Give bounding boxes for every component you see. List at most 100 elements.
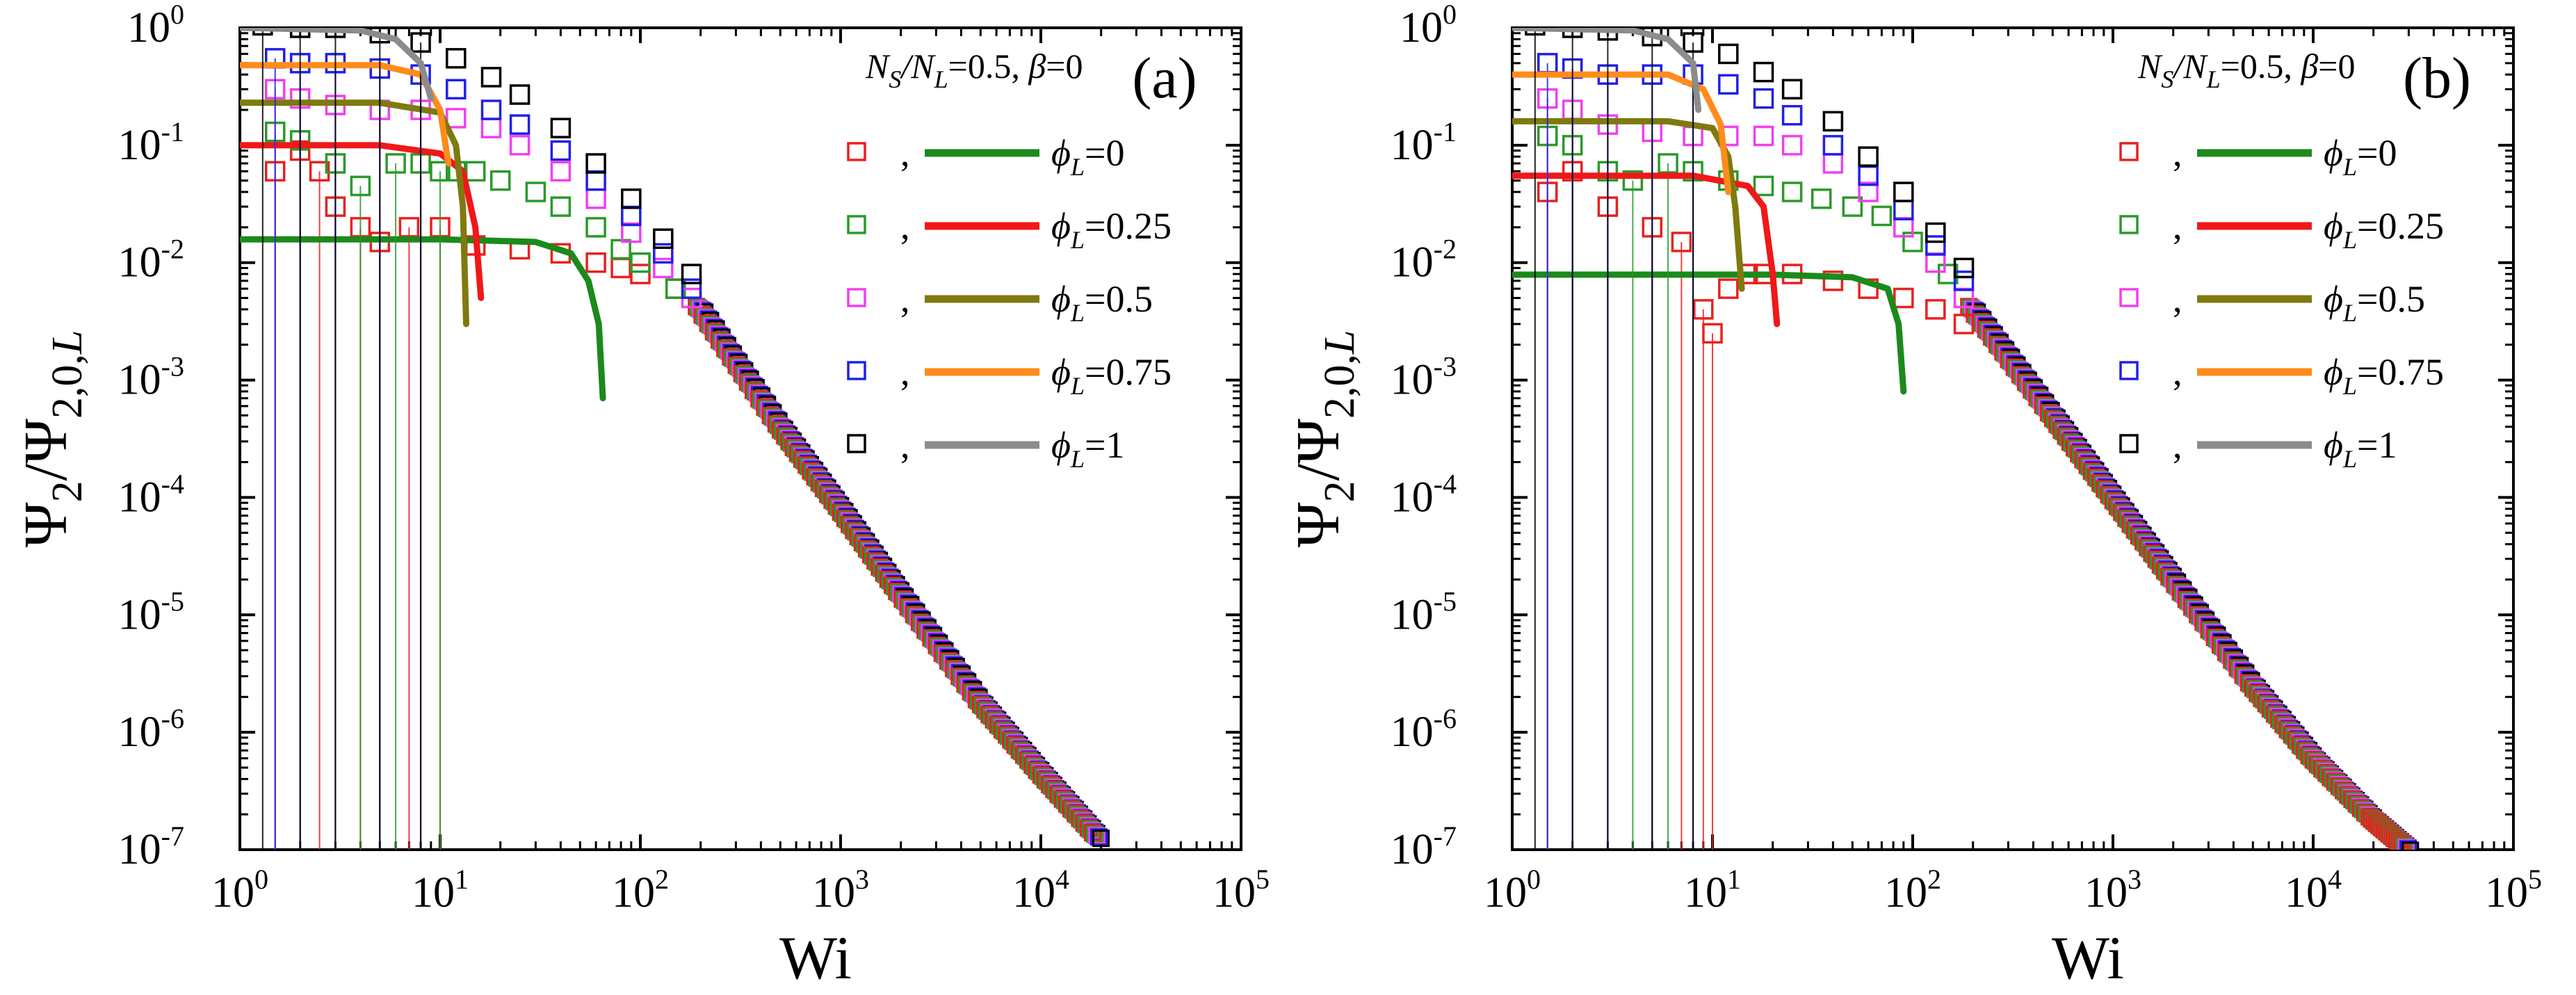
x-tick-label: 101	[1684, 864, 1741, 916]
legend-marker	[847, 288, 866, 307]
legend-label: ϕL=0.5	[2324, 278, 2425, 327]
data-point	[1753, 125, 1774, 147]
series-2	[1512, 88, 1975, 850]
plot-area	[240, 28, 1110, 850]
data-point	[550, 140, 572, 161]
data-point	[1525, 28, 1546, 36]
data-point	[630, 252, 651, 273]
x-tick-label: 104	[2285, 864, 2342, 916]
legend: , ϕL=0, ϕL=0.25, ϕL=0.5, ϕL=0.75, ϕL=1	[847, 132, 1172, 473]
collapse-marker	[2401, 841, 2420, 850]
data-point	[1858, 146, 1879, 167]
y-tick-label: 10-3	[118, 351, 184, 404]
plot-frame	[1511, 26, 2515, 851]
data-point	[1871, 205, 1893, 227]
y-axis-title: Ψ2/Ψ2,0,L	[13, 330, 91, 548]
collapse-marker	[2395, 837, 2413, 850]
legend-comma: ,	[2173, 351, 2182, 393]
data-point	[1718, 43, 1739, 65]
data-point	[480, 99, 502, 120]
data-point	[1925, 252, 1946, 273]
data-point	[1893, 287, 1914, 309]
data-point	[1622, 170, 1644, 191]
panel-label: (b)	[2403, 46, 2471, 111]
data-point	[1658, 153, 1678, 174]
data-point	[446, 108, 467, 129]
data-point	[550, 161, 572, 182]
y-tick-label: 10-5	[1391, 585, 1457, 638]
data-point	[1718, 74, 1739, 95]
series-4	[240, 28, 702, 850]
data-point	[1822, 135, 1844, 156]
data-point	[1562, 28, 1583, 38]
y-tick-label: 10-2	[118, 234, 184, 286]
data-point	[621, 188, 642, 209]
data-point	[1842, 196, 1863, 217]
x-tick-label: 104	[1012, 864, 1069, 916]
model-curve	[240, 99, 469, 327]
plot-frame	[238, 26, 1242, 851]
model-curve	[240, 28, 435, 102]
legend-comma: ,	[900, 132, 910, 174]
x-tick-label: 105	[1213, 864, 1270, 916]
params-annotation: NS/NL=0.5, β=0	[2137, 47, 2355, 93]
data-point	[653, 257, 674, 279]
data-point	[1858, 181, 1879, 202]
series-4	[1512, 28, 1975, 850]
data-point	[585, 153, 606, 174]
data-point	[1953, 257, 1975, 279]
data-point	[630, 264, 651, 284]
data-point	[325, 28, 346, 38]
data-point	[1702, 323, 1723, 344]
data-point	[621, 205, 642, 227]
data-point	[585, 217, 606, 238]
data-point	[1693, 299, 1714, 320]
y-tick-label: 10-6	[1391, 703, 1457, 756]
data-point	[621, 222, 642, 243]
data-point	[289, 28, 311, 38]
data-point	[550, 118, 572, 138]
panel-label: (a)	[1132, 46, 1197, 111]
legend-label: ϕL=0.5	[1051, 278, 1153, 327]
plot-area	[1512, 28, 2420, 850]
data-point	[1781, 181, 1803, 202]
y-tick-label: 100	[127, 0, 184, 51]
model-curve	[1512, 28, 1702, 113]
data-point	[681, 278, 702, 299]
data-point	[1953, 314, 1975, 334]
legend-marker	[847, 215, 866, 234]
panel-b: 100 101 102 103 104 105 10-7 10-6 10-5 10-4 10-3 10…	[1285, 0, 2542, 992]
x-tick-label: 100	[1484, 864, 1541, 916]
legend-comma: ,	[2173, 132, 2182, 174]
data-point	[1753, 61, 1774, 83]
data-point	[525, 181, 546, 202]
legend-marker	[2119, 288, 2139, 307]
data-point	[1781, 105, 1803, 126]
data-point	[610, 238, 631, 260]
data-point	[1822, 270, 1844, 291]
data-point	[430, 161, 451, 182]
data-point	[681, 264, 702, 284]
data-point	[446, 79, 467, 100]
legend-marker	[847, 142, 866, 161]
legend-comma: ,	[900, 205, 910, 247]
y-tick-label: 10-2	[1391, 234, 1457, 286]
data-point	[585, 170, 606, 191]
data-point	[1925, 299, 1946, 320]
data-point	[464, 161, 486, 182]
data-point	[350, 175, 371, 197]
data-point	[1822, 111, 1844, 132]
y-tick-label: 10-7	[118, 820, 184, 873]
model-curve	[1512, 118, 1745, 292]
y-tick-label: 10-4	[118, 468, 184, 521]
y-tick-label: 10-4	[1391, 468, 1457, 521]
data-point	[585, 188, 606, 209]
legend-marker	[847, 361, 866, 380]
y-axis-title: Ψ2/Ψ2,0,L	[1285, 330, 1363, 548]
data-point	[1811, 188, 1832, 209]
x-tick-label: 102	[1884, 864, 1941, 916]
x-tick-label: 103	[2084, 864, 2141, 916]
collapse-marker	[2397, 839, 2415, 850]
collapse-marker	[1088, 827, 1106, 845]
